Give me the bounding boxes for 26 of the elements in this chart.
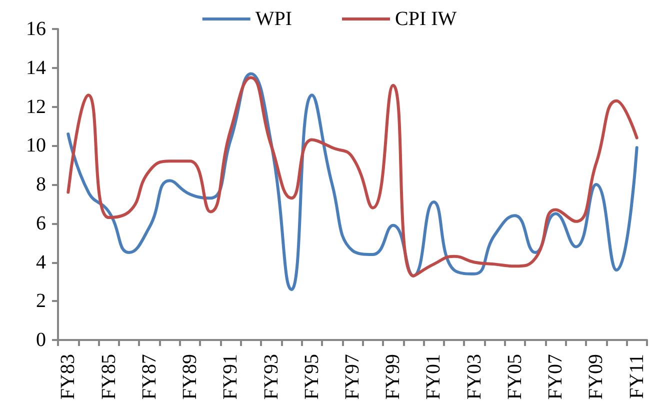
y-tick-label: 10 xyxy=(26,134,46,157)
x-tick-label: FY07 xyxy=(544,354,567,400)
x-tick-label: FY97 xyxy=(342,354,364,400)
x-tick-label: FY11 xyxy=(626,354,648,399)
x-tick-label: FY85 xyxy=(98,354,120,400)
y-tick-label: 6 xyxy=(36,212,46,234)
legend-label: WPI xyxy=(255,8,292,30)
y-tick-label: 4 xyxy=(36,251,46,274)
x-tick-label: FY93 xyxy=(260,354,282,400)
x-tick-label: FY03 xyxy=(463,354,486,400)
x-tick-label: FY83 xyxy=(57,354,80,400)
x-tick-label: FY99 xyxy=(382,354,404,400)
y-tick-label: 2 xyxy=(36,290,46,312)
x-tick-label: FY95 xyxy=(300,354,323,400)
x-tick-label: FY09 xyxy=(585,354,608,400)
x-tick-label: FY87 xyxy=(138,354,160,400)
x-tick-label: FY89 xyxy=(179,354,202,400)
y-tick-label: 14 xyxy=(26,56,46,79)
y-tick-label: 8 xyxy=(36,174,46,196)
y-tick-label: 16 xyxy=(26,18,46,40)
y-tick-label: 0 xyxy=(36,329,46,351)
x-tick-label: FY01 xyxy=(422,354,445,400)
y-tick-label: 12 xyxy=(26,96,46,118)
x-tick-label: FY91 xyxy=(220,354,242,400)
x-tick-label: FY05 xyxy=(504,354,526,400)
legend-label: CPI IW xyxy=(395,8,457,30)
